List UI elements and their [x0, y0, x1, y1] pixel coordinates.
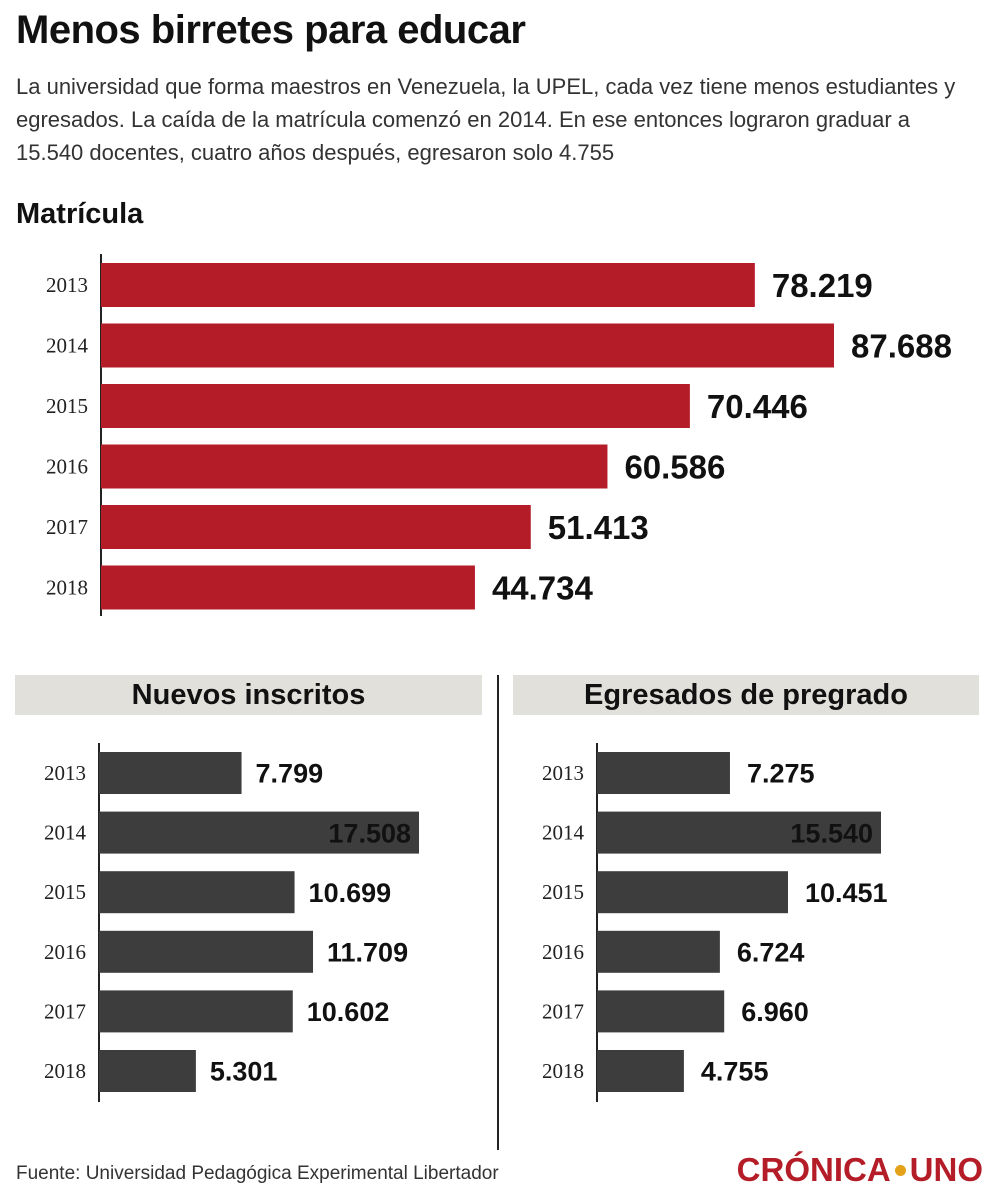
inscritos-bar	[99, 930, 314, 973]
matricula-value-label: 78.219	[772, 267, 873, 304]
inscritos-value-label: 10.699	[309, 878, 392, 908]
inscritos-header: Nuevos inscritos	[15, 675, 482, 715]
egresados-value-label: 15.540	[790, 818, 873, 848]
inscritos-tick-label: 2016	[44, 940, 86, 964]
matricula-bar	[101, 323, 834, 368]
egresados-bar	[597, 752, 730, 794]
inscritos-value-label: 10.602	[307, 997, 390, 1027]
egresados-tick-label: 2018	[542, 1059, 584, 1083]
matricula-bar	[101, 263, 755, 307]
inscritos-tick-label: 2013	[44, 761, 86, 785]
brand-logo: CRÓNICA UNO	[737, 1151, 983, 1189]
brand-dot-icon	[894, 1164, 906, 1176]
page-title: Menos birretes para educar	[16, 8, 526, 52]
inscritos-tick-label: 2018	[44, 1059, 86, 1083]
egresados-bar	[597, 990, 725, 1033]
matricula-bar	[101, 384, 690, 428]
inscritos-value-label: 11.709	[327, 938, 408, 968]
matricula-title: Matrícula	[16, 198, 144, 230]
matricula-tick-label: 2016	[46, 455, 88, 479]
egresados-tick-label: 2014	[542, 821, 585, 845]
inscritos-bar	[99, 990, 293, 1033]
egresados-value-label: 6.724	[737, 938, 805, 968]
egresados-value-label: 4.755	[701, 1057, 769, 1087]
inscritos-value-label: 17.508	[328, 818, 411, 848]
matricula-bar	[101, 444, 608, 489]
inscritos-bar	[99, 752, 242, 794]
matricula-value-label: 44.734	[492, 569, 594, 606]
brand-part1: CRÓNICA	[736, 1151, 891, 1188]
inscritos-bar	[99, 811, 419, 854]
inscritos-bar	[99, 1050, 196, 1092]
egresados-header: Egresados de pregrado	[513, 675, 979, 715]
inscritos-bar	[99, 871, 295, 914]
egresados-bar	[597, 871, 788, 914]
egresados-value-label: 7.275	[747, 759, 815, 789]
page-subtitle: La universidad que forma maestros en Ven…	[16, 74, 956, 165]
matricula-value-label: 60.586	[624, 448, 725, 485]
egresados-value-label: 10.451	[805, 878, 888, 908]
matricula-value-label: 70.446	[707, 388, 808, 425]
matricula-tick-label: 2018	[46, 576, 88, 600]
inscritos-tick-label: 2014	[44, 821, 87, 845]
matricula-chart: 2013 78.219 2014 87.688 2015 70.446 2016 60.586…	[46, 254, 952, 616]
inscritos-value-label: 5.301	[210, 1057, 278, 1087]
panel-divider	[497, 675, 499, 1150]
egresados-tick-label: 2015	[542, 880, 584, 904]
inscritos-tick-label: 2017	[44, 999, 86, 1023]
inscritos-tick-label: 2015	[44, 880, 86, 904]
matricula-tick-label: 2013	[46, 273, 88, 297]
egresados-bar	[597, 1050, 684, 1092]
egresados-bar	[597, 811, 881, 854]
matricula-tick-label: 2015	[46, 394, 88, 418]
egresados-bar	[597, 930, 720, 973]
egresados-tick-label: 2013	[542, 761, 584, 785]
egresados-tick-label: 2017	[542, 999, 584, 1023]
brand-part2: UNO	[909, 1151, 983, 1188]
inscritos-value-label: 7.799	[256, 759, 324, 789]
matricula-bar	[101, 505, 531, 549]
source-note: Fuente: Universidad Pedagógica Experimen…	[16, 1163, 499, 1184]
matricula-value-label: 51.413	[548, 509, 649, 546]
matricula-value-label: 87.688	[851, 327, 952, 364]
matricula-tick-label: 2017	[46, 515, 88, 539]
matricula-bar	[101, 565, 475, 610]
egresados-value-label: 6.960	[741, 997, 809, 1027]
matricula-tick-label: 2014	[46, 334, 89, 358]
egresados-tick-label: 2016	[542, 940, 584, 964]
